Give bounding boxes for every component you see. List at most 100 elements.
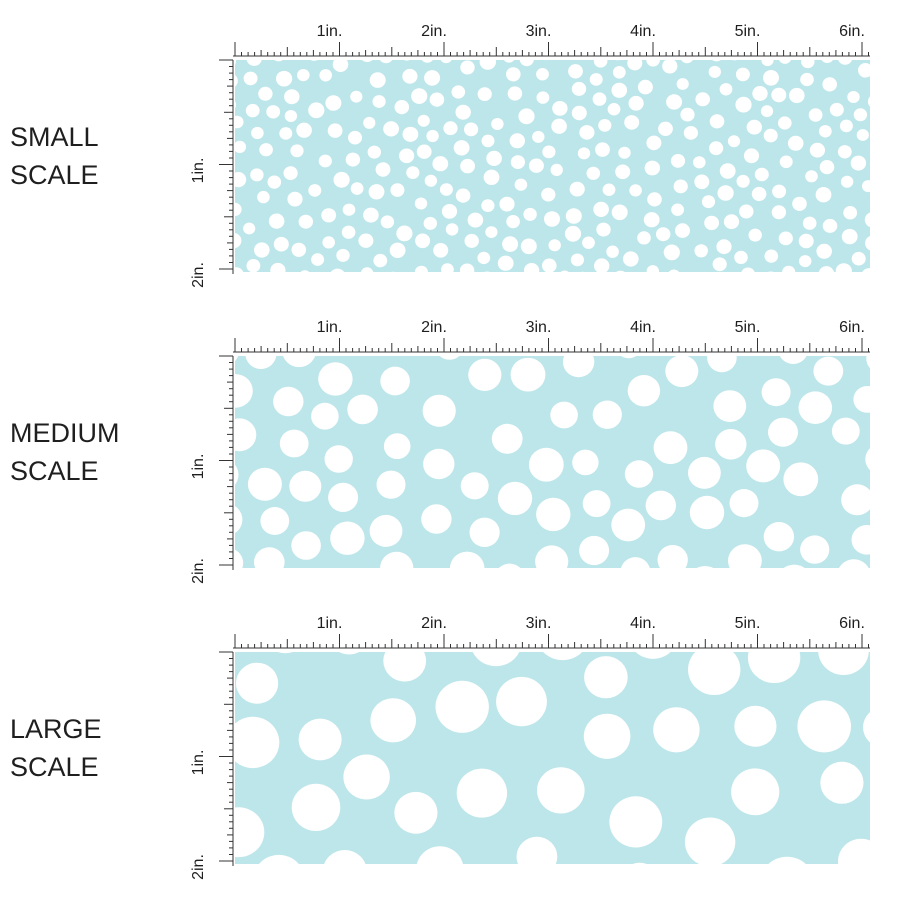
polka-dot bbox=[243, 222, 256, 235]
polka-dot bbox=[532, 130, 545, 143]
polka-dot bbox=[250, 168, 264, 182]
polka-dot bbox=[524, 263, 540, 272]
polka-dot bbox=[569, 181, 585, 197]
scale-label-line2: SCALE bbox=[10, 456, 99, 486]
horizontal-ruler bbox=[233, 338, 870, 353]
polka-dot bbox=[752, 86, 768, 101]
polka-dot bbox=[298, 718, 342, 761]
polka-dot bbox=[595, 142, 610, 157]
ruler-label-h: 2in. bbox=[421, 23, 447, 40]
polka-dot bbox=[536, 68, 549, 81]
polka-dot bbox=[257, 190, 270, 204]
ruler-swatch-small: 1in. 2in. 3in. 4in. 5in. 6in. 1in. 2in. bbox=[190, 23, 870, 288]
polka-dot bbox=[580, 271, 585, 272]
polka-dot bbox=[548, 239, 561, 252]
polka-dot bbox=[813, 356, 844, 386]
polka-dot bbox=[311, 402, 339, 430]
polka-dot bbox=[684, 817, 736, 864]
polka-dot bbox=[394, 791, 438, 834]
polka-dot bbox=[665, 356, 699, 388]
polka-dot bbox=[235, 172, 247, 188]
polka-dot bbox=[866, 356, 870, 369]
polka-dot bbox=[560, 270, 569, 272]
polka-dot bbox=[768, 271, 774, 272]
polka-dot bbox=[571, 105, 587, 121]
polka-dot bbox=[621, 356, 637, 359]
ruler-label-v: 1in. bbox=[190, 750, 207, 776]
polka-dot bbox=[764, 249, 779, 263]
polka-dot bbox=[778, 116, 792, 130]
polka-dot bbox=[851, 525, 870, 555]
polka-dot bbox=[319, 69, 332, 82]
polka-dot bbox=[246, 259, 261, 272]
polka-dot bbox=[800, 535, 830, 564]
polka-dot bbox=[822, 77, 837, 92]
polka-dot bbox=[350, 90, 363, 103]
polka-dot bbox=[853, 108, 868, 122]
polka-dot bbox=[643, 212, 660, 228]
polka-dot bbox=[369, 72, 386, 88]
polka-dot bbox=[298, 214, 313, 229]
polka-dot bbox=[732, 60, 738, 61]
polka-dot bbox=[564, 225, 582, 242]
ruler-label-h: 5in. bbox=[735, 615, 761, 632]
polka-dot bbox=[612, 66, 626, 79]
ruler-label-v: 1in. bbox=[190, 158, 207, 184]
polka-dot bbox=[391, 271, 396, 272]
polka-dot bbox=[543, 652, 583, 661]
polka-dot bbox=[586, 166, 601, 180]
polka-dot bbox=[472, 652, 520, 667]
polka-dot bbox=[593, 201, 609, 217]
polka-dot bbox=[602, 183, 616, 196]
polka-dot bbox=[426, 129, 439, 143]
polka-dot bbox=[701, 195, 716, 209]
polka-dot bbox=[296, 122, 312, 138]
polka-dot bbox=[606, 245, 619, 258]
polka-dot bbox=[708, 65, 721, 78]
polka-dot bbox=[729, 489, 759, 518]
polka-dot bbox=[801, 60, 815, 69]
polka-dot bbox=[416, 846, 463, 864]
polka-dot bbox=[856, 129, 869, 141]
polka-dot bbox=[266, 105, 281, 119]
polka-dot bbox=[477, 251, 491, 265]
polka-dot bbox=[579, 125, 595, 140]
polka-dot bbox=[570, 253, 584, 267]
scale-label-line1: SMALL bbox=[10, 122, 99, 152]
polka-dot bbox=[416, 144, 432, 159]
polka-dots bbox=[235, 60, 870, 272]
scale-label-line2: SCALE bbox=[10, 752, 99, 782]
scale-label-line2: SCALE bbox=[10, 160, 99, 190]
polka-dot bbox=[297, 69, 310, 82]
polka-dot bbox=[235, 267, 244, 272]
polka-dot bbox=[528, 158, 544, 173]
polka-dot bbox=[404, 60, 410, 61]
polka-dot bbox=[717, 185, 734, 201]
polka-dot bbox=[523, 207, 537, 221]
polka-dot bbox=[735, 96, 752, 113]
ruler-label-v: 2in. bbox=[190, 854, 207, 880]
polka-dot bbox=[348, 130, 362, 145]
polka-dot bbox=[858, 63, 870, 78]
polka-dot bbox=[484, 271, 490, 272]
polka-dot bbox=[837, 145, 852, 159]
polka-dot bbox=[308, 102, 325, 119]
polka-dot bbox=[782, 265, 796, 272]
polka-dot bbox=[607, 103, 621, 116]
polka-dot bbox=[235, 464, 239, 485]
polka-dot bbox=[550, 401, 578, 429]
polka-dot bbox=[449, 551, 485, 568]
polka-dot bbox=[483, 169, 500, 185]
polka-dot bbox=[376, 470, 406, 499]
polka-dot bbox=[623, 251, 639, 267]
polka-dot bbox=[243, 71, 258, 86]
polka-dot bbox=[843, 206, 858, 220]
polka-dot bbox=[551, 118, 567, 134]
polka-dot bbox=[746, 449, 781, 483]
scale-label-large: LARGE SCALE bbox=[10, 710, 102, 786]
vertical-ruler bbox=[219, 651, 234, 866]
polka-dot bbox=[653, 431, 688, 465]
polka-dot bbox=[615, 164, 631, 180]
polka-dot bbox=[235, 202, 242, 217]
polka-dot bbox=[670, 154, 686, 168]
